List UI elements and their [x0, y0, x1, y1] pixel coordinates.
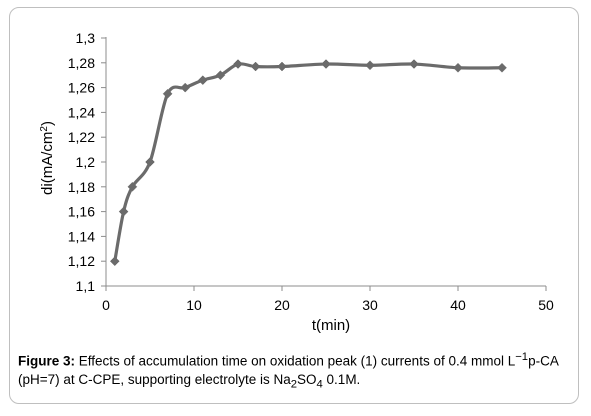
y-tick-label: 1,26 — [68, 80, 95, 96]
y-tick-label: 1,28 — [68, 55, 95, 71]
data-point — [365, 60, 375, 71]
x-tick-label: 30 — [362, 297, 378, 313]
data-point — [453, 62, 463, 73]
y-axis-title: di(mA/cm2) — [39, 121, 57, 195]
caption-text-1: Effects of accumulation time on oxidatio… — [75, 353, 516, 369]
x-tick-label: 0 — [102, 297, 110, 313]
data-point — [215, 70, 226, 81]
x-tick-label: 10 — [186, 297, 202, 313]
y-tick-label: 1,14 — [68, 228, 95, 244]
y-tick-label: 1,22 — [68, 129, 95, 145]
caption-label: Figure 3: — [18, 353, 76, 369]
y-axis-title-main: di(mA/cm — [39, 132, 56, 195]
series-line — [113, 62, 504, 263]
line-chart: 1,1 1,12 1,14 1,16 1,18 1,2 1,22 1,24 1,26 1,28 1,… — [39, 30, 554, 334]
data-point — [127, 181, 138, 192]
y-tick-label: 1,16 — [68, 204, 95, 220]
figure-frame — [9, 7, 579, 404]
data-point — [321, 59, 331, 69]
data-point — [180, 82, 191, 93]
y-tick-label: 1,3 — [76, 30, 96, 46]
y-axis-title-end: ) — [39, 121, 56, 126]
x-axis: 0 10 20 30 40 50 — [102, 285, 554, 313]
data-point — [197, 75, 208, 86]
data-point — [109, 256, 120, 267]
data-point — [409, 59, 419, 69]
y-tick-label: 1,12 — [68, 253, 95, 269]
y-axis: 1,1 1,12 1,14 1,16 1,18 1,2 1,22 1,24 1,26 1,28 1,… — [68, 30, 107, 294]
data-point — [497, 62, 507, 73]
x-axis-title: t(min) — [312, 317, 350, 334]
caption-sup-1: −1 — [515, 351, 529, 363]
y-tick-label: 1,1 — [76, 278, 96, 294]
data-point — [145, 157, 155, 167]
y-tick-label: 1,2 — [76, 154, 96, 170]
y-tick-label: 1,24 — [68, 104, 95, 120]
figure-caption: Figure 3: Effects of accumulation time o… — [18, 348, 574, 393]
caption-text-3: SO — [297, 371, 317, 387]
y-axis-title-sup: 2 — [39, 126, 50, 132]
data-point — [277, 61, 287, 72]
y-tick-label: 1,18 — [68, 179, 95, 195]
data-point — [233, 59, 243, 69]
x-tick-label: 50 — [538, 297, 554, 313]
data-point — [162, 88, 173, 99]
x-tick-label: 40 — [450, 297, 466, 313]
caption-sub-2: 4 — [316, 378, 323, 391]
data-point — [118, 206, 129, 217]
data-point — [250, 61, 261, 72]
x-tick-label: 20 — [274, 297, 290, 313]
caption-text-2: p-CA (pH=7) at C-CPE, supporting electro… — [18, 353, 559, 387]
data-series — [109, 59, 507, 267]
caption-sub-1: 2 — [290, 378, 298, 391]
caption-text-4: 0.1M. — [322, 371, 361, 387]
